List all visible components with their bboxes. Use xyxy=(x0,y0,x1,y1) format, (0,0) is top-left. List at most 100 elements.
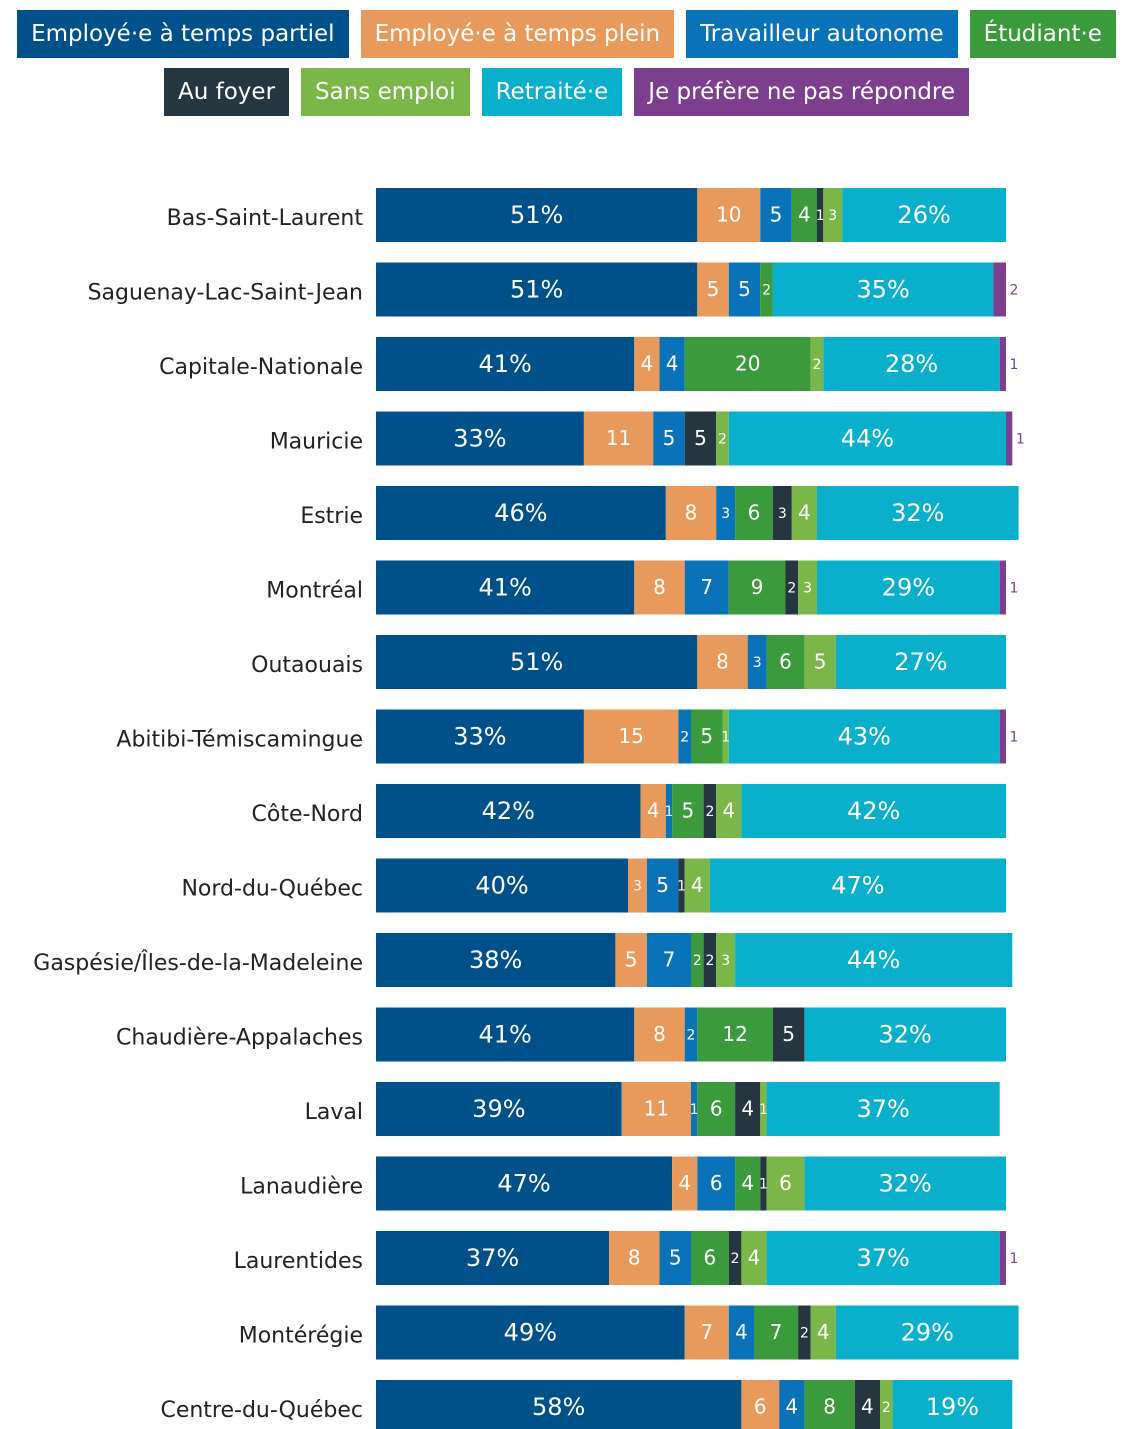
bar-segment xyxy=(810,1305,836,1360)
bar-segment xyxy=(716,784,742,838)
value-label: 29% xyxy=(901,1319,954,1347)
bar-segment xyxy=(691,1231,729,1285)
value-label: 4 xyxy=(748,1246,761,1270)
value-label: 7 xyxy=(663,948,676,972)
bar-segment xyxy=(615,933,647,987)
bar-segment xyxy=(716,486,736,540)
bar-segment xyxy=(835,635,1006,689)
category-label: Centre-du-Québec xyxy=(160,1398,363,1423)
bar-segment xyxy=(703,933,717,987)
value-label: 26% xyxy=(897,201,950,229)
category-label: Nord-du-Québec xyxy=(181,877,363,902)
value-label: 2 xyxy=(762,283,771,299)
legend-item: Retraité·e xyxy=(481,68,623,116)
value-label: 1 xyxy=(1010,357,1019,373)
value-label: 1 xyxy=(677,879,686,895)
bar-segment xyxy=(703,784,717,838)
bar-segment xyxy=(634,337,660,391)
value-label: 1 xyxy=(816,208,825,224)
value-label: 4 xyxy=(735,1320,748,1344)
value-label: 41% xyxy=(478,350,531,378)
value-label: 43% xyxy=(838,723,891,751)
bar-segment xyxy=(817,188,824,242)
bar-segment xyxy=(760,188,792,242)
value-label: 12 xyxy=(722,1022,747,1046)
value-label: 8 xyxy=(716,650,729,674)
bar-segment xyxy=(741,784,1006,838)
value-label: 5 xyxy=(738,277,751,301)
value-label: 1 xyxy=(1016,432,1025,448)
value-label: 47% xyxy=(831,872,884,900)
bar-segment xyxy=(376,262,698,317)
value-label: 5 xyxy=(782,1022,795,1046)
bar-segment xyxy=(376,1305,685,1360)
value-label: 8 xyxy=(653,1022,666,1046)
legend-item: Employé·e à temps partiel xyxy=(17,10,349,58)
category-label: Chaudière-Appalaches xyxy=(116,1026,363,1051)
value-label: 1 xyxy=(690,1102,699,1118)
bar-segment xyxy=(728,709,1000,764)
value-label: 8 xyxy=(653,575,666,599)
bar-segment xyxy=(798,1305,811,1360)
value-label: 27% xyxy=(894,648,947,676)
bar-segment xyxy=(376,411,584,466)
value-label: 2 xyxy=(787,581,796,597)
bar-segment xyxy=(804,1156,1006,1211)
bar-segment xyxy=(999,337,1006,391)
value-label: 8 xyxy=(685,501,698,525)
value-label: 58% xyxy=(532,1393,585,1421)
value-label: 51% xyxy=(510,276,563,304)
bar-segment xyxy=(697,635,748,689)
value-label: 19% xyxy=(926,1393,979,1421)
bar-segment xyxy=(728,560,786,615)
bar-segment xyxy=(754,1305,799,1360)
value-label: 3 xyxy=(721,953,730,969)
legend-item: Au foyer xyxy=(164,68,290,116)
bar-segment xyxy=(678,709,691,764)
value-label: 39% xyxy=(472,1095,525,1123)
bar-segment xyxy=(672,1156,698,1211)
bar-segment xyxy=(760,262,773,317)
bar-segment xyxy=(376,784,641,838)
legend-item: Je préfère ne pas répondre xyxy=(634,68,969,116)
value-label: 6 xyxy=(710,1097,723,1121)
bar-segment xyxy=(747,635,767,689)
value-label: 5 xyxy=(669,1246,682,1270)
category-label: Côte-Nord xyxy=(252,802,363,827)
category-label: Abitibi-Témiscamingue xyxy=(116,728,363,753)
bar-segment xyxy=(376,1007,635,1062)
bar-segment xyxy=(697,1156,736,1211)
value-label: 7 xyxy=(700,1320,713,1344)
bar-segment xyxy=(804,1380,855,1429)
bar-segment xyxy=(772,1007,805,1062)
bar-segment xyxy=(804,635,836,689)
value-label: 2 xyxy=(718,432,727,448)
bar-segment xyxy=(376,709,584,764)
value-label: 3 xyxy=(803,581,812,597)
bar-segment xyxy=(842,188,1006,242)
value-label: 4 xyxy=(861,1395,874,1419)
bar-segment xyxy=(640,784,666,838)
bar-segment xyxy=(376,933,616,987)
bar-segment xyxy=(999,560,1006,615)
value-label: 47% xyxy=(497,1170,550,1198)
value-label: 6 xyxy=(704,1246,717,1270)
bar-segment xyxy=(772,486,792,540)
value-label: 5 xyxy=(694,426,707,450)
value-label: 4 xyxy=(641,352,654,376)
bar-segment xyxy=(665,486,717,540)
bar-segment xyxy=(804,1007,1006,1062)
value-label: 33% xyxy=(453,425,506,453)
value-label: 5 xyxy=(707,277,720,301)
bar-segment xyxy=(735,1082,761,1136)
bar-segment xyxy=(697,1007,773,1062)
value-label: 2 xyxy=(813,357,822,373)
value-label: 44% xyxy=(847,946,900,974)
value-label: 1 xyxy=(759,1177,768,1193)
bar-segment xyxy=(817,486,1019,540)
value-label: 2 xyxy=(680,730,689,746)
value-label: 5 xyxy=(681,799,694,823)
value-label: 5 xyxy=(625,948,638,972)
